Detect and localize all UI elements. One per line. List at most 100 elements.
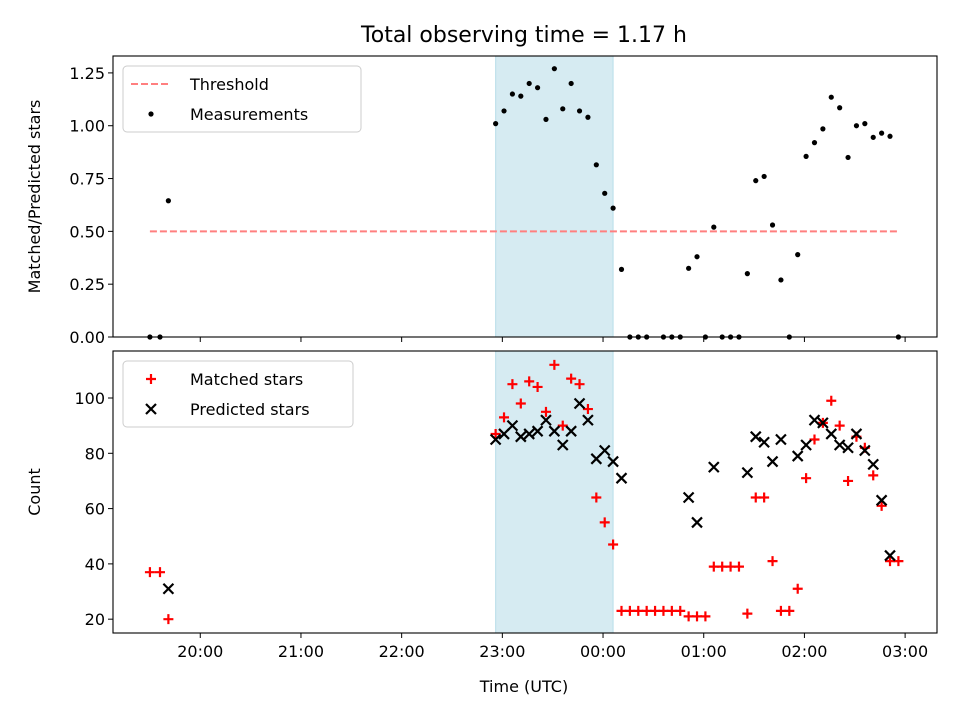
x-axis-label: Time (UTC) (479, 677, 568, 696)
y-tick-label: 0.00 (69, 328, 105, 347)
data-point (599, 517, 610, 528)
data-point (509, 91, 516, 97)
data-point (791, 450, 804, 462)
data-point (590, 453, 603, 465)
data-point (825, 428, 838, 440)
data-point (490, 428, 501, 439)
data-point (691, 516, 703, 529)
data-point (725, 561, 736, 572)
legend-entry: Predicted stars (145, 400, 310, 419)
legend-label: Matched stars (190, 370, 303, 389)
data-point (853, 123, 860, 129)
axes-frame (112, 350, 938, 634)
data-point (682, 491, 695, 504)
data-point (683, 611, 694, 622)
legend-entry: Matched stars (146, 370, 303, 389)
data-point (489, 433, 502, 446)
y-tick-label: 1.25 (69, 64, 105, 83)
data-point (616, 605, 627, 616)
data-point (523, 428, 535, 440)
shaded-span (495, 55, 614, 338)
data-point (711, 224, 717, 230)
data-point (753, 178, 759, 184)
data-point (532, 381, 543, 392)
data-point (686, 265, 692, 271)
legend-label: Measurements (190, 105, 308, 124)
data-point (534, 85, 541, 91)
data-point (602, 190, 608, 196)
data-point (708, 461, 720, 473)
data-point (507, 379, 518, 390)
data-point (658, 605, 669, 616)
data-point (694, 254, 700, 260)
legend-label: Predicted stars (190, 400, 310, 419)
data-point (820, 126, 826, 132)
data-point (837, 105, 843, 111)
x-tick-label: 03:00 (882, 642, 928, 661)
y-tick-label: 20 (85, 610, 105, 629)
data-point (867, 458, 880, 471)
figure-title: Total observing time = 1.17 h (360, 23, 687, 48)
data-point (801, 473, 812, 484)
x-tick-label: 21:00 (278, 642, 324, 661)
data-point (551, 66, 557, 72)
data-point (775, 433, 787, 446)
data-point (742, 608, 753, 619)
data-point (862, 121, 868, 127)
y-tick-label: 60 (85, 500, 105, 519)
data-point (778, 277, 784, 283)
data-point (598, 444, 611, 457)
data-point (526, 80, 532, 87)
data-point (834, 420, 845, 431)
data-point (692, 611, 703, 622)
legend-entry: Measurements (148, 105, 308, 124)
data-point (675, 605, 686, 616)
data-point (498, 428, 510, 440)
data-point (540, 414, 552, 426)
data-point (828, 94, 834, 100)
data-point (591, 492, 602, 503)
data-point (531, 425, 544, 437)
legend-swatch (145, 403, 157, 415)
data-point (524, 376, 535, 387)
data-point (543, 116, 549, 122)
data-point (868, 470, 879, 481)
data-point (800, 439, 812, 451)
data-point (750, 492, 761, 503)
data-point (163, 614, 174, 625)
y-tick-label: 1.00 (69, 117, 105, 136)
data-point (633, 605, 644, 616)
ratio-panel: 0.00 0.25 0.50 0.75 1.00 1.25 Matched/Predicte… (25, 55, 938, 347)
data-point (493, 121, 499, 127)
data-point (870, 134, 876, 140)
data-point (744, 271, 750, 277)
data-point (582, 404, 593, 415)
data-point (817, 417, 829, 429)
data-point (775, 605, 786, 616)
data-point (608, 539, 619, 550)
data-point (549, 359, 560, 370)
data-point (784, 605, 795, 616)
x-tick-label: 20:00 (177, 642, 223, 661)
data-point (518, 93, 524, 99)
data-point (641, 605, 652, 616)
data-point (843, 475, 854, 486)
data-point (893, 556, 904, 567)
x-tick-label: 01:00 (681, 642, 727, 661)
data-point (666, 605, 677, 616)
legend-entry: Threshold (131, 75, 269, 94)
data-point (766, 455, 779, 468)
data-point (811, 140, 818, 146)
data-point (859, 444, 871, 457)
data-point (700, 611, 711, 622)
x-tick-label: 22:00 (379, 642, 425, 661)
y-tick-label: 0.50 (69, 222, 105, 241)
data-point (624, 605, 635, 616)
data-point (165, 198, 171, 204)
data-point (845, 154, 851, 161)
data-point (582, 414, 594, 426)
legend-swatch (148, 111, 154, 117)
y-tick-label: 80 (85, 444, 105, 463)
data-point (850, 428, 863, 440)
legend-box (122, 65, 362, 133)
